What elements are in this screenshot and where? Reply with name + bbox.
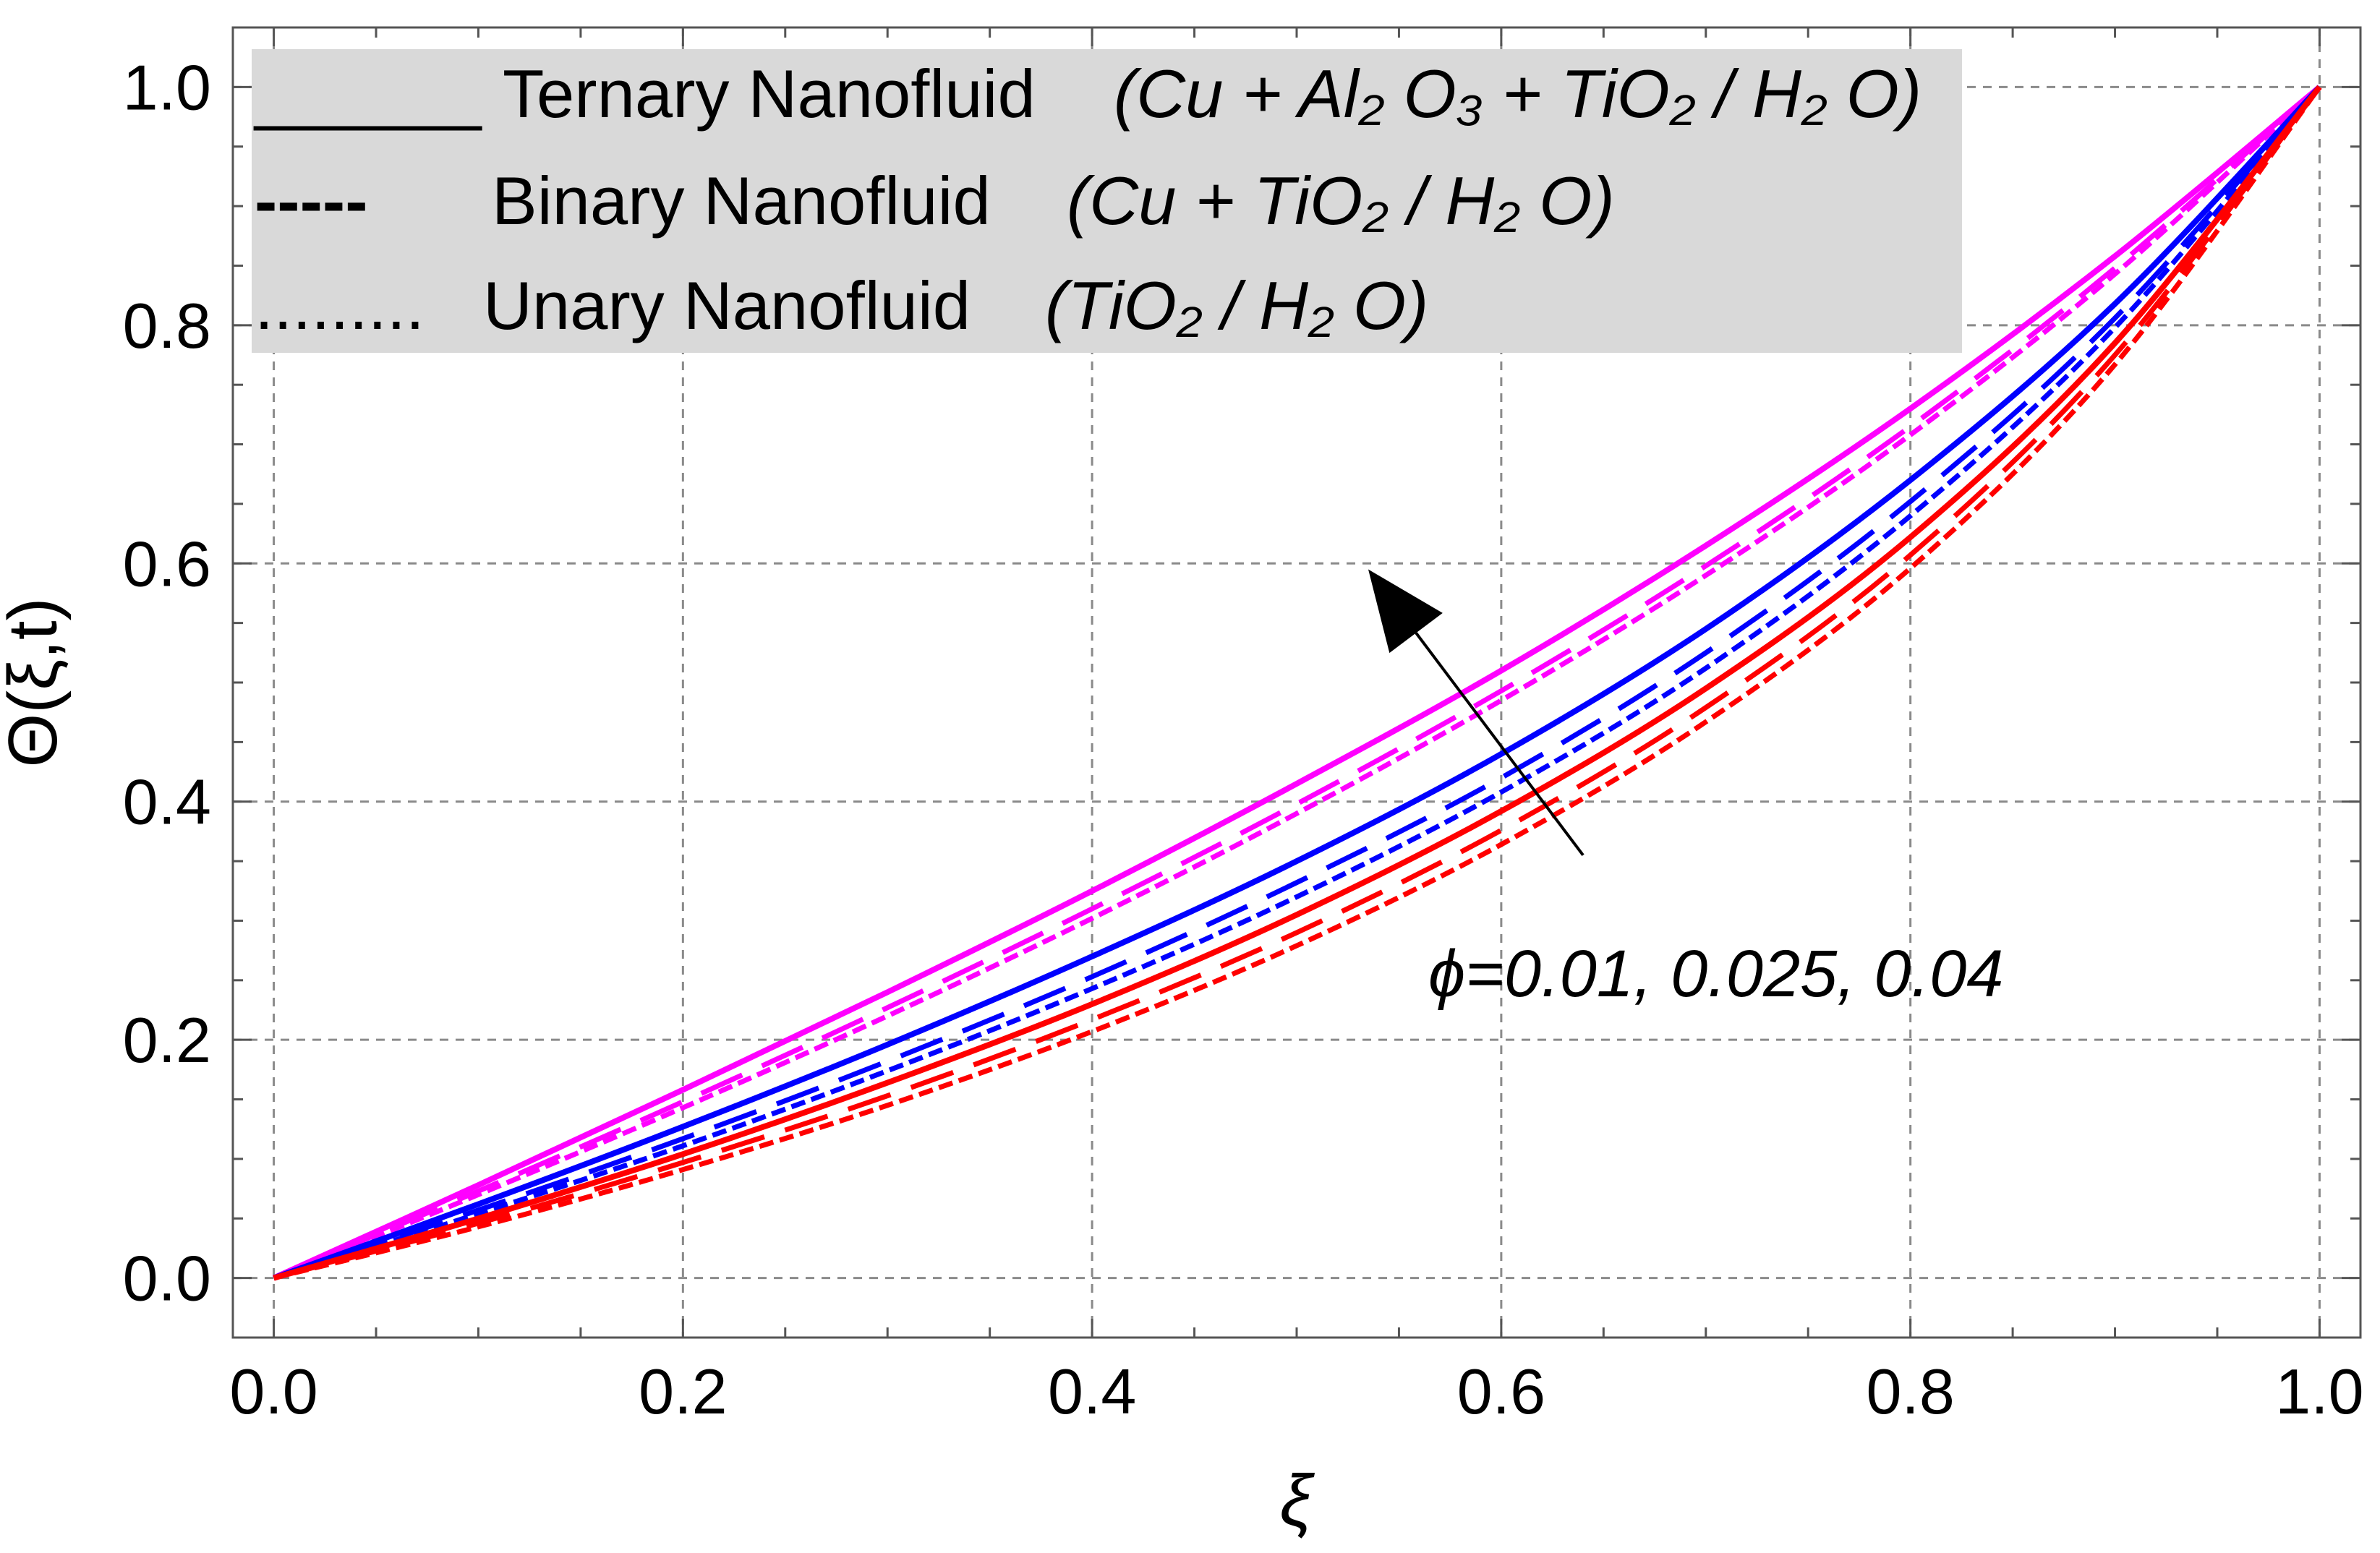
x-tick-label: 1.0: [2275, 1356, 2363, 1427]
annotation-arrow: [1415, 632, 1584, 857]
legend-box: [252, 49, 1962, 353]
y-tick-label: 0.4: [123, 766, 211, 838]
legend-marker-ternary: ______: [253, 56, 482, 132]
legend-marker-binary: -----: [255, 163, 368, 239]
y-tick-label: 1.0: [123, 51, 211, 123]
legend-formula-unary: (TiO₂ / H₂ O): [1045, 268, 1428, 343]
y-tick-label: 0.8: [123, 290, 211, 361]
legend-label-ternary: Ternary Nanofluid: [503, 56, 1036, 132]
legend: ______ Ternary Nanofluid (Cu + Al₂ O₃ + …: [252, 49, 1962, 353]
axis-ticks: 0.0 0.2 0.4 0.6 0.8 1.0 0.0 0.2 0.4 0.6 0.8 1.0: [123, 27, 2364, 1427]
series-line-binary-phi-0.025: [273, 85, 2322, 1280]
series-line-ternary-phi-0.04: [272, 85, 2321, 1281]
series-layer: [272, 85, 2322, 1281]
x-tick-label: 0.0: [229, 1356, 317, 1427]
annotation-arrowhead: [1368, 569, 1443, 654]
series-line-binary-phi-0.01: [273, 85, 2322, 1280]
y-axis-label: Θ(ξ,t): [0, 598, 72, 768]
legend-formula-ternary: (Cu + Al₂ O₃ + TiO₂ / H₂ O): [1114, 56, 1922, 132]
x-tick-label: 0.4: [1048, 1356, 1136, 1427]
annotation-label: ϕ=0.01, 0.025, 0.04: [1428, 937, 2003, 1011]
legend-label-binary: Binary Nanofluid: [492, 163, 991, 239]
series-line-ternary-phi-0.025: [273, 85, 2322, 1281]
y-tick-label: 0.2: [123, 1004, 211, 1076]
series-line-unary-phi-0.04: [273, 85, 2321, 1280]
series-line-ternary-phi-0.01: [273, 85, 2322, 1281]
legend-marker-unary: .........: [255, 268, 425, 343]
y-tick-label: 0.6: [123, 528, 211, 599]
series-line-unary-phi-0.01: [273, 85, 2322, 1280]
x-axis-label: ξ: [1280, 1460, 1315, 1541]
series-line-binary-phi-0.04: [273, 85, 2321, 1280]
x-tick-label: 0.6: [1457, 1356, 1545, 1427]
x-tick-label: 0.8: [1866, 1356, 1954, 1427]
series-line-unary-phi-0.025: [273, 85, 2322, 1280]
y-tick-label: 0.0: [123, 1243, 211, 1314]
legend-formula-binary: (Cu + TiO₂ / H₂ O): [1067, 163, 1615, 239]
legend-label-unary: Unary Nanofluid: [483, 268, 971, 343]
x-tick-label: 0.2: [639, 1356, 727, 1427]
